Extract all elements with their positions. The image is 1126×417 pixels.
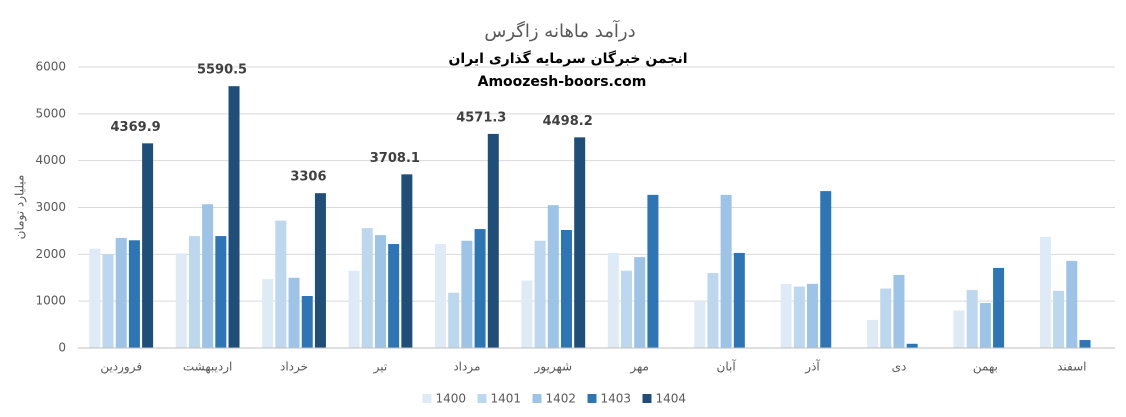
bar bbox=[434, 244, 446, 348]
legend-label: 1404 bbox=[656, 392, 687, 406]
legend-swatch bbox=[422, 394, 432, 403]
legend-label: 1401 bbox=[491, 392, 522, 406]
bar bbox=[461, 240, 473, 348]
chart-subtitle: انجمن خبرگان سرمایه گذاری ایران bbox=[448, 50, 687, 67]
bar bbox=[534, 240, 546, 348]
bar bbox=[906, 343, 918, 348]
legend-swatch bbox=[477, 394, 487, 403]
bar bbox=[301, 296, 313, 348]
legend-label: 1402 bbox=[546, 392, 577, 406]
bar bbox=[807, 283, 819, 348]
bar bbox=[262, 279, 274, 348]
bar bbox=[966, 289, 978, 348]
value-label: 3708.1 bbox=[370, 151, 420, 166]
legend-swatch bbox=[532, 394, 542, 403]
x-tick-label: فروردین bbox=[100, 360, 142, 375]
y-tick-label: 6000 bbox=[35, 60, 66, 74]
x-tick-label: خرداد bbox=[280, 360, 308, 375]
bar bbox=[401, 174, 413, 348]
bar bbox=[288, 277, 300, 348]
bar bbox=[880, 288, 892, 348]
y-tick-label: 2000 bbox=[35, 247, 66, 261]
value-label: 4498.2 bbox=[543, 114, 593, 129]
y-tick-label: 4000 bbox=[35, 153, 66, 167]
bar bbox=[89, 248, 101, 348]
bar bbox=[521, 280, 533, 348]
x-tick-label: اردیبهشت bbox=[183, 360, 232, 375]
bar bbox=[228, 86, 240, 348]
bar bbox=[361, 228, 373, 348]
x-tick-label: دی bbox=[892, 360, 907, 374]
x-tick-label: بهمن bbox=[973, 360, 998, 375]
bar bbox=[993, 267, 1005, 348]
value-label: 4571.3 bbox=[456, 110, 506, 125]
legend-swatch bbox=[642, 394, 652, 403]
bar bbox=[175, 253, 187, 348]
bar bbox=[707, 273, 719, 348]
y-tick-label: 3000 bbox=[35, 200, 66, 214]
bar bbox=[893, 274, 905, 348]
bar bbox=[560, 229, 572, 348]
bar bbox=[793, 286, 805, 348]
bar bbox=[1079, 340, 1091, 348]
y-tick-label: 5000 bbox=[35, 106, 66, 120]
legend-label: 1400 bbox=[436, 392, 467, 406]
bar bbox=[867, 319, 879, 348]
bar bbox=[202, 204, 214, 348]
x-tick-label: شهریور bbox=[534, 360, 573, 375]
source-label: Amoozesh-boors.com bbox=[478, 74, 647, 90]
bar bbox=[142, 143, 154, 348]
bar bbox=[102, 254, 114, 348]
bar bbox=[115, 237, 127, 348]
chart-title: درآمد ماهانه زاگرس bbox=[484, 19, 635, 42]
x-tick-label: اسفند bbox=[1057, 360, 1086, 374]
bar bbox=[388, 244, 400, 348]
x-tick-label: مرداد bbox=[453, 360, 480, 375]
bar bbox=[188, 236, 200, 348]
bar bbox=[474, 229, 486, 348]
x-tick-label: آبان bbox=[717, 359, 737, 374]
bar bbox=[607, 252, 619, 348]
bar bbox=[1039, 237, 1051, 348]
bar bbox=[547, 205, 559, 348]
bar bbox=[953, 310, 965, 348]
x-tick-label: تیر bbox=[373, 360, 388, 375]
bar bbox=[574, 137, 586, 348]
legend-label: 1403 bbox=[601, 392, 632, 406]
bar bbox=[448, 292, 460, 348]
bar bbox=[820, 191, 832, 348]
value-label: 5590.5 bbox=[197, 63, 247, 78]
y-tick-label: 0 bbox=[58, 341, 66, 355]
bar bbox=[720, 194, 732, 348]
bar bbox=[215, 236, 227, 348]
y-axis-label: میلیارد تومان bbox=[13, 175, 28, 240]
y-tick-label: 1000 bbox=[35, 294, 66, 308]
bar bbox=[1066, 260, 1078, 348]
bar bbox=[694, 301, 706, 348]
bar bbox=[621, 270, 633, 348]
bar bbox=[275, 220, 287, 348]
bar bbox=[314, 193, 326, 348]
bar bbox=[733, 252, 745, 348]
bar bbox=[634, 257, 646, 348]
bar bbox=[979, 303, 991, 348]
bar bbox=[1053, 290, 1065, 348]
x-tick-label: آذر bbox=[804, 359, 820, 375]
bar bbox=[780, 283, 792, 348]
bar bbox=[348, 270, 360, 348]
bar bbox=[374, 235, 386, 348]
bar bbox=[647, 194, 659, 348]
value-label: 4369.9 bbox=[111, 120, 161, 135]
value-label: 3306 bbox=[290, 170, 326, 185]
x-tick-label: مهر bbox=[629, 360, 649, 375]
bar bbox=[128, 240, 140, 348]
bar bbox=[487, 133, 499, 348]
legend-swatch bbox=[587, 394, 597, 403]
